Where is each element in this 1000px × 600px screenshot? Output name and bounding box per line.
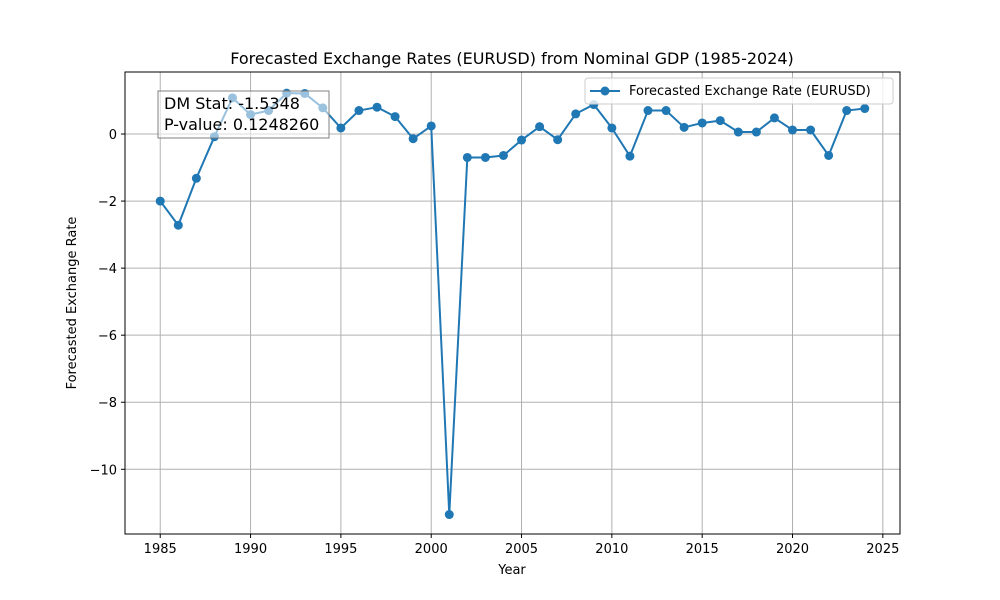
plot-frame	[124, 71, 901, 535]
legend-marker-swatch	[600, 86, 610, 96]
data-point	[336, 123, 346, 133]
data-point	[806, 125, 816, 135]
x-tick-label: 2015	[686, 542, 719, 557]
y-tick-label: −2	[98, 195, 117, 210]
legend-box	[584, 77, 894, 105]
y-tick-label: −8	[98, 396, 117, 411]
x-tick-label: 2020	[776, 542, 809, 557]
data-point	[155, 196, 165, 206]
data-point	[715, 116, 725, 126]
x-axis-ticks: 1985 1990 1995 2000 2005 2010 2015 2020 2025	[144, 534, 899, 557]
data-point	[571, 109, 581, 119]
data-point	[480, 152, 490, 162]
data-point	[462, 152, 472, 162]
annotation-box	[157, 90, 330, 139]
x-tick-label: 2000	[415, 542, 448, 557]
x-tick-label: 1985	[144, 542, 177, 557]
y-axis-ticks: −10 −8 −6 −4 −2 0	[90, 128, 125, 478]
data-point	[498, 150, 508, 160]
x-tick-label: 2025	[866, 542, 899, 557]
x-tick-label: 2005	[505, 542, 538, 557]
data-point	[842, 106, 852, 116]
p-value-text: P-value: 0.1248260	[164, 115, 319, 134]
dm-stat-text: DM Stat: -1.5348	[164, 94, 300, 113]
data-point	[354, 106, 364, 116]
grid	[125, 72, 900, 534]
data-point	[535, 122, 545, 132]
data-point	[643, 106, 653, 116]
data-point	[517, 135, 527, 145]
data-point	[733, 127, 743, 137]
y-tick-label: 0	[109, 128, 117, 143]
data-point	[372, 102, 382, 112]
legend: Forecasted Exchange Rate (EURUSD)	[584, 77, 894, 105]
y-axis-label: Forecasted Exchange Rate	[65, 217, 80, 390]
data-point	[426, 121, 436, 131]
data-point	[553, 135, 563, 145]
y-tick-label: −4	[98, 262, 117, 277]
x-tick-label: 2010	[595, 542, 628, 557]
x-axis-label: Year	[497, 563, 526, 578]
legend-label: Forecasted Exchange Rate (EURUSD)	[629, 84, 871, 99]
data-point	[824, 150, 834, 160]
data-point	[788, 125, 798, 135]
data-point	[860, 104, 870, 114]
data-point	[607, 123, 617, 133]
data-point	[751, 127, 761, 137]
x-tick-label: 1990	[234, 542, 267, 557]
data-point	[661, 106, 671, 116]
data-point	[444, 510, 454, 520]
data-point	[697, 118, 707, 128]
x-tick-label: 1995	[324, 542, 357, 557]
chart-title: Forecasted Exchange Rates (EURUSD) from …	[230, 49, 794, 68]
y-tick-label: −6	[98, 329, 117, 344]
data-point	[408, 134, 418, 144]
data-point	[191, 173, 201, 183]
data-point	[625, 151, 635, 161]
y-tick-label: −10	[90, 463, 117, 478]
data-point	[679, 122, 689, 132]
data-point	[769, 113, 779, 123]
data-point	[173, 220, 183, 230]
data-point	[390, 112, 400, 122]
stats-annotation: DM Stat: -1.5348 P-value: 0.1248260	[157, 90, 330, 139]
